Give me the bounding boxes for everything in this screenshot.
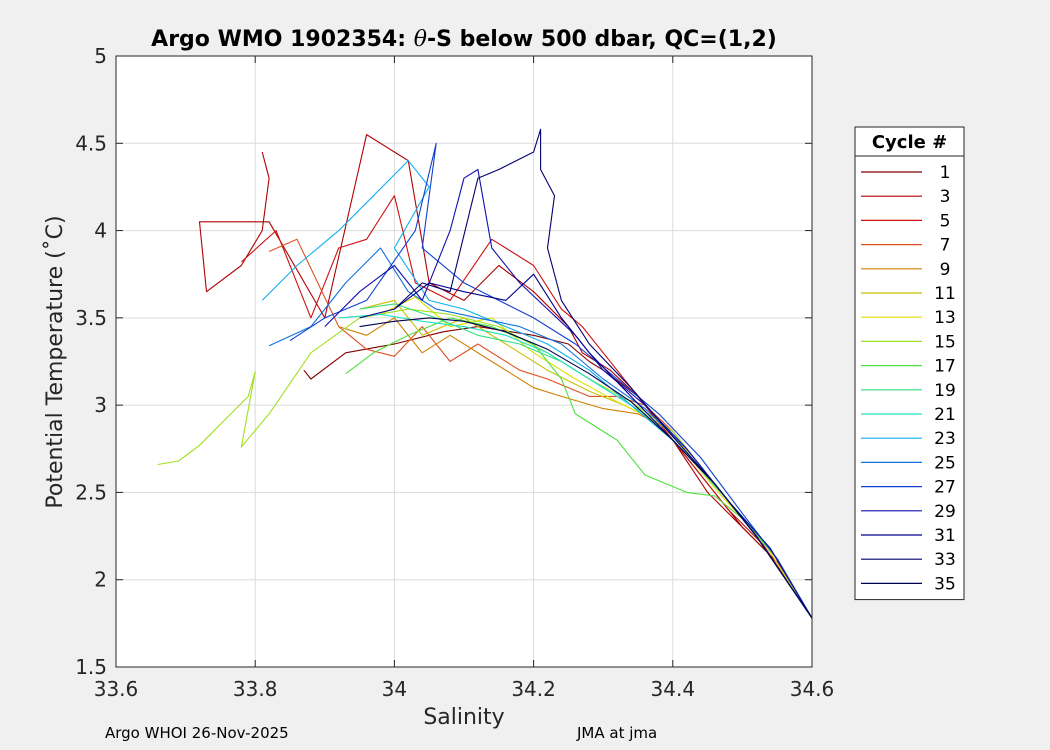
plot-frame [115,55,813,668]
legend-label-cycle-13: 13 [934,308,956,328]
footer-source: Argo WHOI 26-Nov-2025 [105,724,289,742]
legend-label-cycle-29: 29 [934,502,956,522]
y-tick-label: 3.5 [75,306,107,330]
legend-label-cycle-5: 5 [940,211,951,231]
series-line-cycle-3 [198,134,813,619]
y-tick-label: 2.5 [75,480,107,504]
legend-label-cycle-9: 9 [940,260,951,280]
y-axis-label: Potential Temperature (˚C) [43,215,68,508]
legend-label-cycle-11: 11 [934,284,956,304]
series-line-cycle-5 [240,195,813,619]
series-line-cycle-29 [324,168,813,619]
series-line-cycle-17 [345,317,813,619]
y-tick-label: 2 [94,568,107,592]
x-tick-label: 34.4 [651,677,696,701]
legend-label-cycle-15: 15 [934,332,956,352]
legend-label-cycle-33: 33 [934,550,956,570]
x-tick-label: 34 [382,677,407,701]
series-line-cycle-27 [289,142,813,619]
legend-label-cycle-31: 31 [934,526,956,546]
y-tick-label: 1.5 [75,655,107,679]
series-line-cycle-35 [359,317,813,619]
x-axis-label: Salinity [423,705,504,730]
legend-label-cycle-19: 19 [934,381,956,401]
x-tick-label: 34.2 [511,677,556,701]
legend-label-cycle-21: 21 [934,405,956,425]
y-tick-label: 4.5 [75,131,107,155]
x-tick-label: 34.6 [790,677,835,701]
x-tick-label: 33.8 [233,677,278,701]
legend-label-cycle-27: 27 [934,478,956,498]
legend-label-cycle-25: 25 [934,453,956,473]
x-tick-label: 33.6 [94,677,139,701]
axis-ticks: 33.6 33.8 34 34.2 34.4 34.6 1.5 2 2.5 3 3.5 4 4.5 5 [75,44,834,701]
footer-credit: JMA at jma [577,724,658,742]
legend-label-cycle-17: 17 [934,357,956,377]
y-tick-label: 3 [94,393,107,417]
legend-label-cycle-1: 1 [940,163,951,183]
legend-box [854,126,965,601]
legend-label-cycle-23: 23 [934,429,956,449]
chart-title: Argo WMO 1902354: θ-S below 500 dbar, QC… [151,27,777,52]
y-tick-label: 5 [94,44,107,68]
legend-label-cycle-3: 3 [940,187,951,207]
plot-area [116,56,812,667]
series-line-cycle-33 [394,128,813,619]
y-tick-label: 4 [94,219,107,243]
legend-label-cycle-7: 7 [940,236,951,256]
legend-title: Cycle # [872,132,947,153]
legend-label-cycle-35: 35 [934,574,956,594]
series-lines [157,128,813,619]
